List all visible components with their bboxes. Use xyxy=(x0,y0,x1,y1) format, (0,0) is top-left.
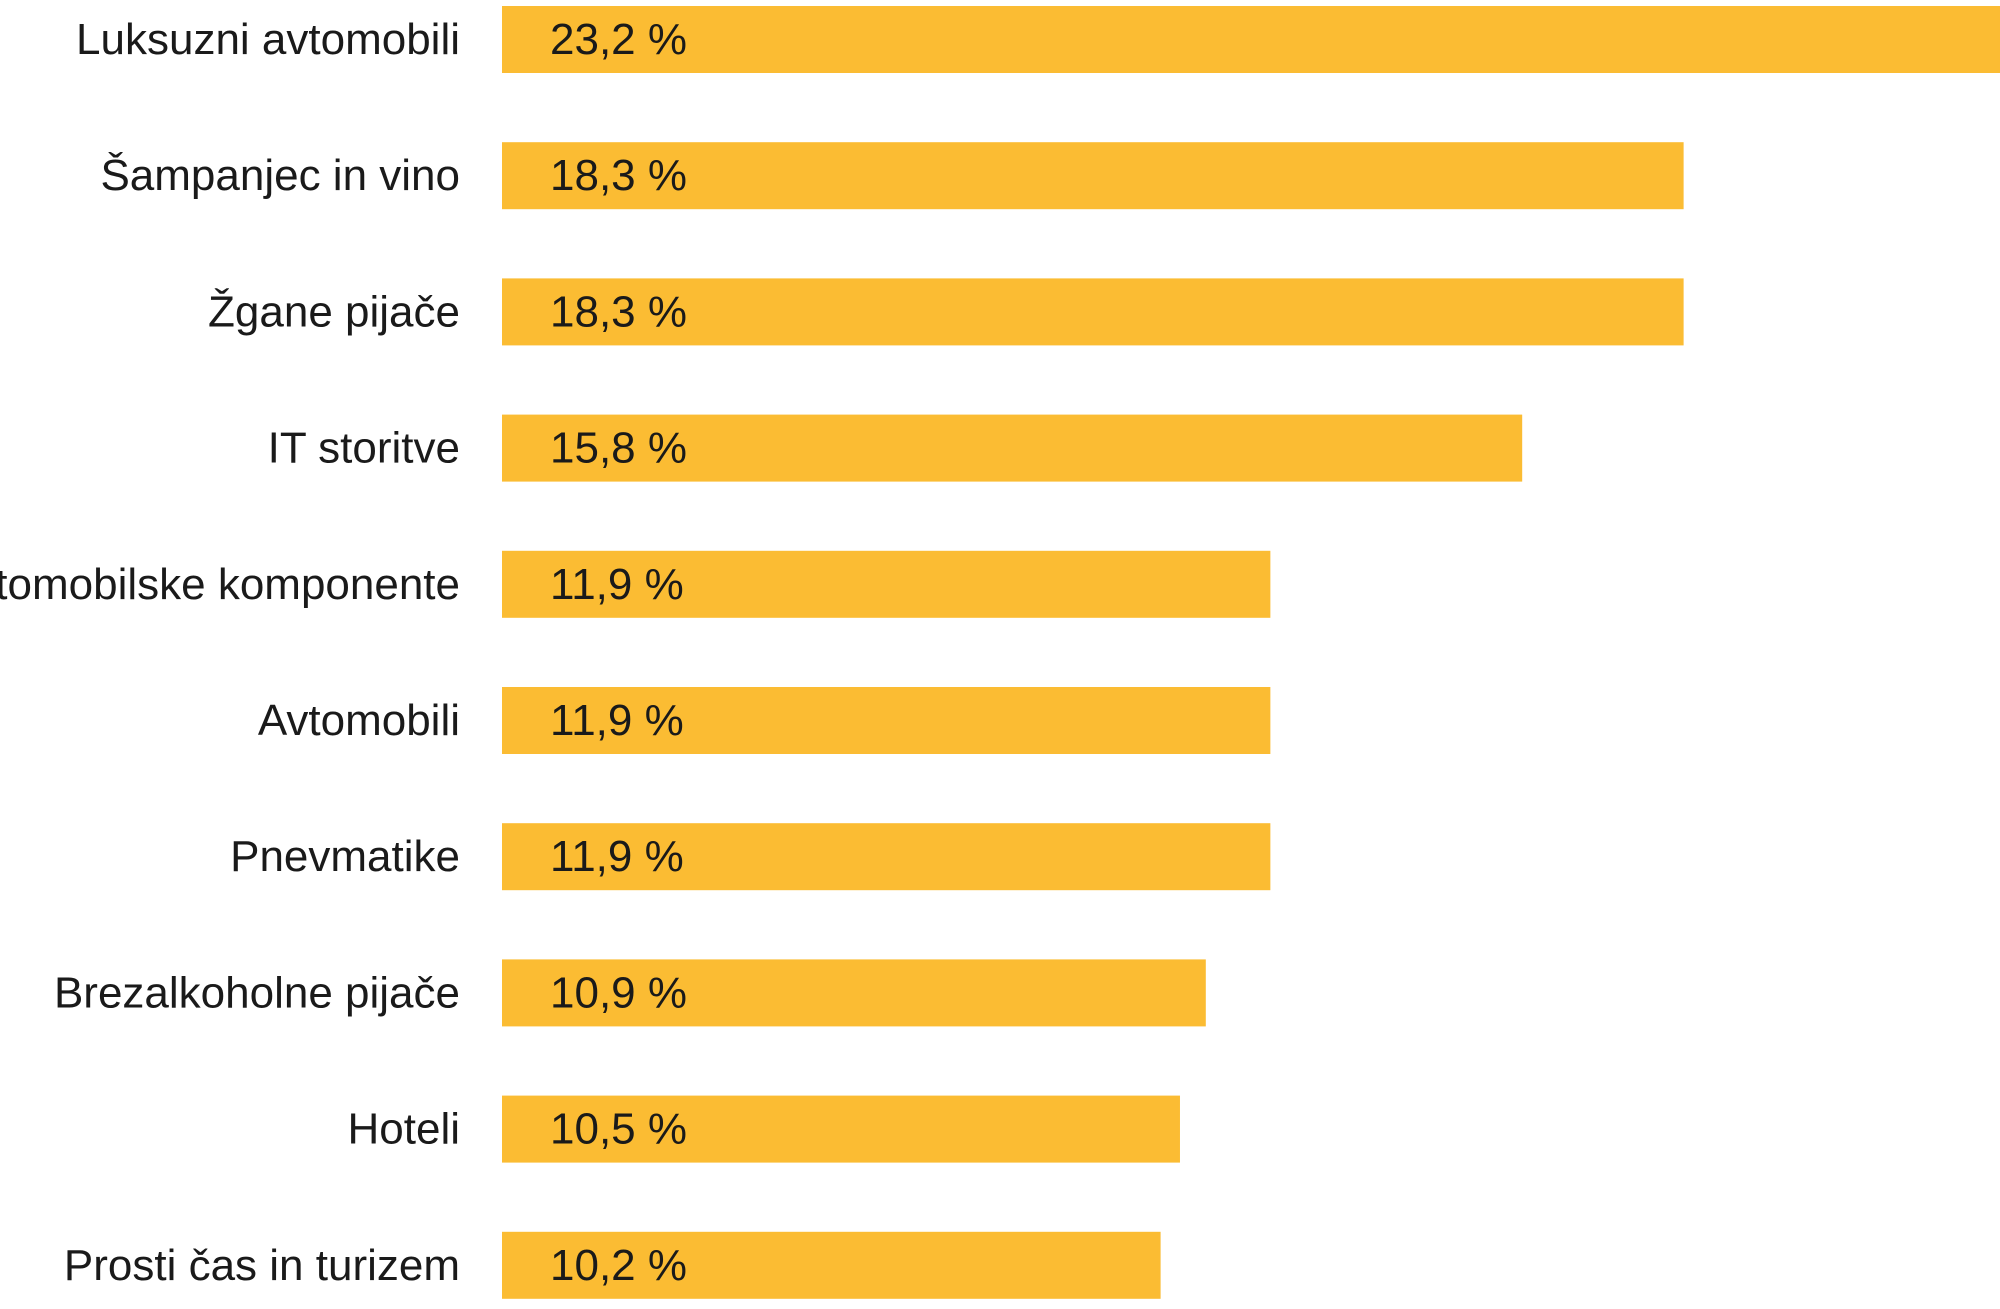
bar-9 xyxy=(502,1231,1161,1299)
category-label-3: IT storitve xyxy=(268,424,460,473)
value-label-4: 11,9 % xyxy=(550,560,684,609)
bar-6 xyxy=(502,823,1271,891)
category-label-5: Avtomobili xyxy=(258,696,460,745)
bar-0 xyxy=(502,6,2000,73)
category-label-7: Brezalkoholne pijače xyxy=(54,968,460,1017)
value-label-9: 10,2 % xyxy=(550,1241,687,1290)
category-label-4: Avtomobilske komponente xyxy=(0,560,460,609)
bar-7 xyxy=(502,959,1206,1027)
category-label-2: Žgane pijače xyxy=(208,287,460,336)
value-label-7: 10,9 % xyxy=(550,968,687,1017)
value-label-6: 11,9 % xyxy=(550,832,684,881)
value-label-3: 15,8 % xyxy=(550,424,687,473)
category-label-1: Šampanjec in vino xyxy=(100,150,460,200)
value-label-2: 18,3 % xyxy=(550,287,687,336)
category-label-8: Hoteli xyxy=(348,1105,461,1154)
bar-8 xyxy=(502,1095,1180,1163)
bars-layer: Luksuzni avtomobili 23,2 % Šampanjec in vi… xyxy=(0,6,2000,1299)
category-label-9: Prosti čas in turizem xyxy=(64,1241,460,1290)
category-label-6: Pnevmatike xyxy=(230,832,460,881)
value-label-8: 10,5 % xyxy=(550,1105,687,1154)
value-label-0: 23,2 % xyxy=(550,15,687,64)
value-label-5: 11,9 % xyxy=(550,696,684,745)
bar-1 xyxy=(502,142,1684,210)
value-label-1: 18,3 % xyxy=(550,151,687,200)
bar-4 xyxy=(502,550,1271,618)
bar-3 xyxy=(502,414,1523,482)
bar-2 xyxy=(502,278,1684,346)
category-label-0: Luksuzni avtomobili xyxy=(76,15,460,64)
bar-5 xyxy=(502,687,1271,754)
